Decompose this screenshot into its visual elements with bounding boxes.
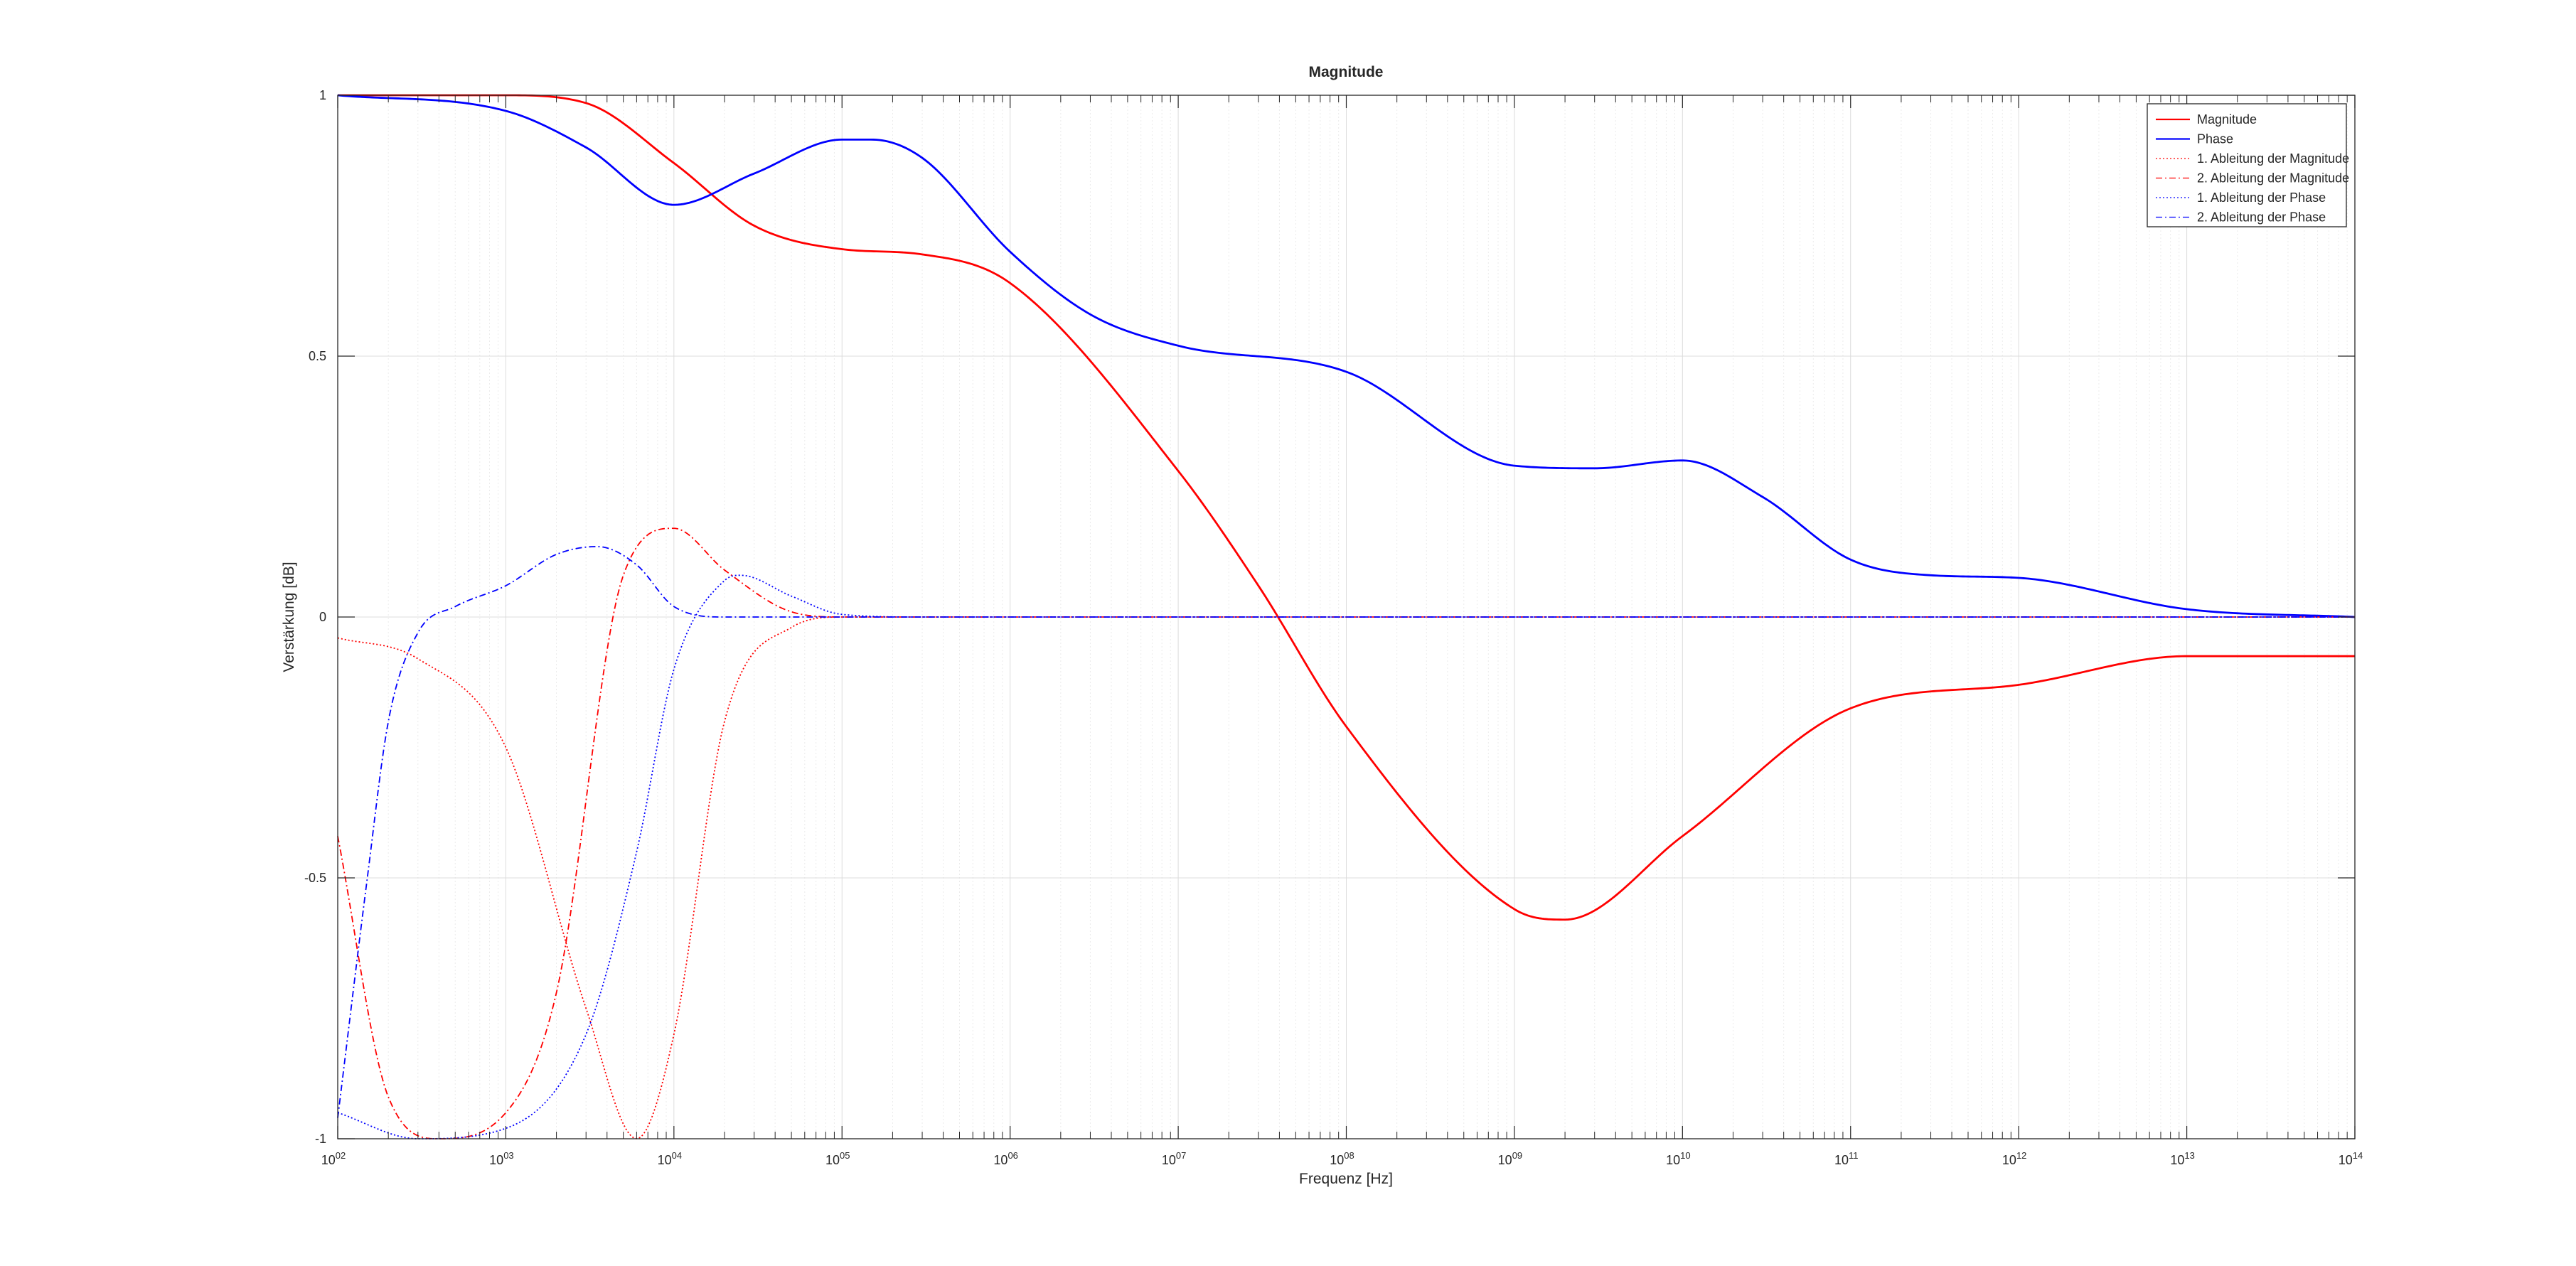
x-axis-label: Frequenz [Hz] bbox=[1299, 1171, 1393, 1187]
tick-marks bbox=[337, 95, 2356, 1139]
x-tick-label: 1005 bbox=[825, 1150, 850, 1167]
legend-label: Magnitude bbox=[2197, 112, 2257, 127]
legend: Magnitude Phase 1. Ableitung der Magnitude… bbox=[2147, 103, 2349, 227]
x-tick-label: 1014 bbox=[2339, 1150, 2363, 1167]
legend-label: 2. Ableitung der Phase bbox=[2197, 210, 2326, 225]
series-line-2 bbox=[337, 94, 2356, 618]
y-tick-label: 0.5 bbox=[309, 349, 326, 363]
legend-label: 2. Ableitung der Magnitude bbox=[2197, 171, 2349, 186]
y-tick-label: -0.5 bbox=[304, 871, 326, 885]
y-tick-label: 0 bbox=[319, 610, 326, 624]
x-tick-labels: 1002 1003 1004 1005 1006 1007 1008 1009 1010 1011… bbox=[321, 1150, 2363, 1167]
x-tick-label: 1003 bbox=[489, 1150, 514, 1167]
series-line-1 bbox=[338, 94, 2355, 921]
y-tick-label: -1 bbox=[315, 1132, 326, 1146]
x-tick-label: 1012 bbox=[2002, 1150, 2027, 1167]
chart-title: Magnitude bbox=[1309, 64, 1384, 80]
x-tick-label: 1006 bbox=[993, 1150, 1018, 1167]
x-tick-label: 1011 bbox=[1834, 1150, 1859, 1167]
y-axis-label: Verstärkung [dB] bbox=[281, 562, 297, 672]
x-tick-label: 1013 bbox=[2170, 1150, 2195, 1167]
legend-box bbox=[2147, 103, 2347, 227]
x-tick-label: 1009 bbox=[1498, 1150, 1523, 1167]
x-tick-label: 1004 bbox=[658, 1150, 683, 1167]
legend-label: Phase bbox=[2197, 132, 2233, 146]
y-tick-label: 1 bbox=[319, 88, 326, 102]
x-tick-label: 1002 bbox=[321, 1150, 346, 1167]
legend-label: 1. Ableitung der Magnitude bbox=[2197, 151, 2349, 166]
y-tick-labels: -1 -0.5 0 0.5 1 bbox=[304, 88, 326, 1146]
series-layer bbox=[337, 94, 2356, 1139]
x-tick-label: 1007 bbox=[1162, 1150, 1187, 1167]
x-tick-label: 1008 bbox=[1330, 1150, 1354, 1167]
legend-label: 1. Ableitung der Phase bbox=[2197, 191, 2326, 205]
x-tick-label: 1010 bbox=[1666, 1150, 1691, 1167]
series-line-6 bbox=[337, 546, 2355, 1118]
